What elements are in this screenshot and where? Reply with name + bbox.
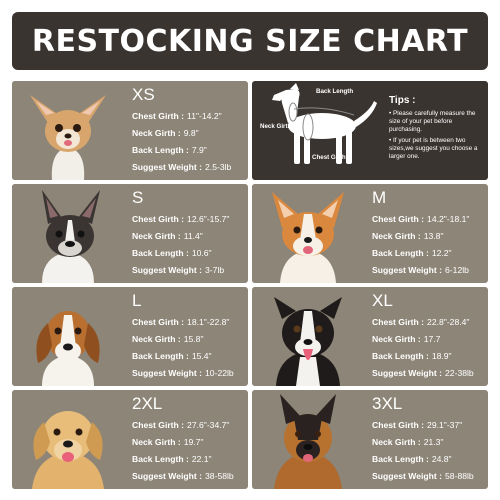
tip-item: • Please carefully measure the size of y… xyxy=(389,110,476,133)
back-length-row: Back Length :18.9" xyxy=(372,351,452,361)
size-label: XS xyxy=(132,85,155,104)
neck-girth-row: Neck Girth :19.7" xyxy=(132,437,204,447)
size-label: M xyxy=(372,188,387,207)
suggest-weight-row: Suggest Weight :10-22lb xyxy=(132,368,234,378)
chihuahua-photo xyxy=(12,81,124,180)
size-label: L xyxy=(132,291,142,310)
size-card-xl: XL Chest Girth :22.8"-28.4" Neck Girth :… xyxy=(252,287,488,386)
golden-retriever-photo xyxy=(12,390,124,489)
chest-girth-row: Chest Girth :18.1"-22.8" xyxy=(132,317,230,327)
tips-heading: Tips : xyxy=(389,95,416,106)
back-length-row: Back Length :10.6" xyxy=(132,248,212,258)
size-label: 2XL xyxy=(132,394,163,413)
neck-girth-row: Neck Girth :13.8" xyxy=(372,231,444,241)
size-label: XL xyxy=(372,291,393,310)
corgi-photo xyxy=(252,184,364,283)
back-length-row: Back Length :15.4" xyxy=(132,351,212,361)
back-length-row: Back Length :12.2" xyxy=(372,248,452,258)
suggest-weight-row: Suggest Weight :6-12lb xyxy=(372,265,469,275)
tip-item: • If your pet is between two sizes,we su… xyxy=(389,137,478,160)
size-card-s: S Chest Girth :12.6"-15.7" Neck Girth :1… xyxy=(12,184,248,283)
german-shepherd-photo xyxy=(252,390,364,489)
size-label: S xyxy=(132,188,144,207)
back-length-label: Back Length xyxy=(316,88,354,95)
page-title: RESTOCKING SIZE CHART xyxy=(31,23,469,59)
suggest-weight-row: Suggest Weight :2.5-3lb xyxy=(132,162,232,172)
size-card-2xl: 2XL Chest Girth :27.6"-34.7" Neck Girth … xyxy=(12,390,248,489)
french-bulldog-photo xyxy=(12,184,124,283)
suggest-weight-row: Suggest Weight :22-38lb xyxy=(372,368,474,378)
neck-girth-row: Neck Girth :11.4" xyxy=(132,231,203,241)
chest-girth-row: Chest Girth :14.2"-18.1" xyxy=(372,214,470,224)
back-length-row: Back Length :7.9" xyxy=(132,145,207,155)
chest-girth-row: Chest Girth :11"-14.2" xyxy=(132,111,222,121)
back-length-row: Back Length :24.8" xyxy=(372,454,452,464)
neck-girth-row: Neck Girth :17.7 xyxy=(372,334,441,344)
size-card-3xl: 3XL Chest Girth :29.1"-37" Neck Girth :2… xyxy=(252,390,488,489)
neck-girth-row: Neck Girth :15.8" xyxy=(132,334,204,344)
beagle-photo xyxy=(12,287,124,386)
size-label: 3XL xyxy=(372,394,403,413)
back-length-row: Back Length :22.1" xyxy=(132,454,212,464)
size-card-m: M Chest Girth :14.2"-18.1" Neck Girth :1… xyxy=(252,184,488,283)
suggest-weight-row: Suggest Weight :58-88lb xyxy=(372,471,474,481)
suggest-weight-row: Suggest Weight :38-58lb xyxy=(132,471,234,481)
chest-girth-row: Chest Girth :27.6"-34.7" xyxy=(132,420,230,430)
chest-girth-row: Chest Girth :12.6"-15.7" xyxy=(132,214,230,224)
border-collie-photo xyxy=(252,287,364,386)
neck-girth-label: Neck Girth xyxy=(260,123,292,130)
neck-girth-row: Neck Girth :9.8" xyxy=(132,128,199,138)
dog-measurement-diagram xyxy=(272,83,377,164)
chest-girth-row: Chest Girth :29.1"-37" xyxy=(372,420,463,430)
size-card-xs: XS Chest Girth :11"-14.2" Neck Girth :9.… xyxy=(12,81,248,180)
chest-girth-label: Chest Girth xyxy=(312,154,346,161)
neck-girth-row: Neck Girth :21.3" xyxy=(372,437,444,447)
chest-girth-row: Chest Girth :22.8"-28.4" xyxy=(372,317,470,327)
header-banner: RESTOCKING SIZE CHART xyxy=(12,12,488,70)
suggest-weight-row: Suggest Weight :3-7lb xyxy=(132,265,225,275)
tips-card: Back Length Neck Girth Chest Girth Tips … xyxy=(252,81,488,180)
size-card-l: L Chest Girth :18.1"-22.8" Neck Girth :1… xyxy=(12,287,248,386)
